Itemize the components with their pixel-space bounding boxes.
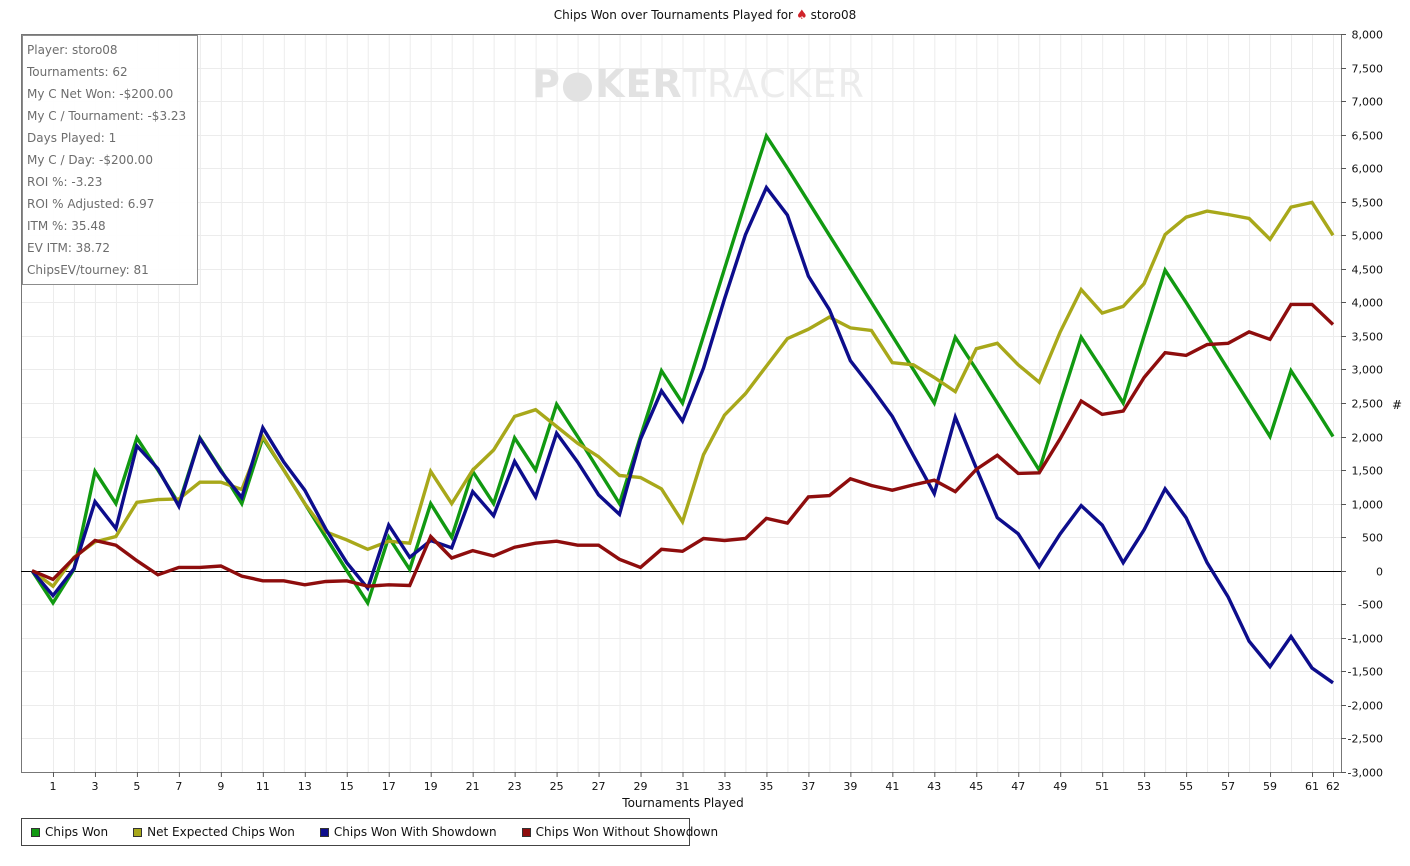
y-tick-label: 2,500: [1352, 398, 1384, 411]
legend-item-with-showdown[interactable]: Chips Won With Showdown: [319, 825, 497, 839]
legend-item-without-showdown[interactable]: Chips Won Without Showdown: [521, 825, 719, 839]
x-tick-label: 39: [843, 780, 857, 793]
y-tick-label: 2,000: [1352, 432, 1384, 445]
x-tick-label: 47: [1011, 780, 1025, 793]
legend-swatch: [31, 827, 40, 837]
y-tick-label: 4,500: [1352, 264, 1384, 277]
stat-days-played: Days Played: 1: [27, 131, 117, 145]
y-tick-label: -2,500: [1348, 733, 1383, 746]
legend-swatch: [319, 827, 329, 837]
x-tick-label: 21: [466, 780, 480, 793]
y-tick-label: 6,500: [1352, 130, 1384, 143]
x-tick-label: 13: [298, 780, 312, 793]
chart-title: Chips Won over Tournaments Played for ♠ st…: [0, 8, 1410, 23]
y-tick-label: -1,000: [1348, 633, 1383, 646]
stat-tournaments: Tournaments: 62: [27, 65, 128, 79]
x-tick-label: 59: [1263, 780, 1277, 793]
x-axis-label: Tournaments Played: [622, 796, 744, 810]
x-tick-label: 41: [885, 780, 899, 793]
y-tick-label: -2,000: [1348, 700, 1383, 713]
y-tick-label: 1,500: [1352, 465, 1384, 478]
x-tick-label: 37: [801, 780, 815, 793]
series-line: [30, 132, 1335, 607]
player-stats-box: Player: storo08 Tournaments: 62 My C Net…: [22, 35, 198, 285]
series-lines: [30, 132, 1335, 685]
y-tick-label: 7,000: [1352, 96, 1384, 109]
y-tick-label: 3,500: [1352, 331, 1384, 344]
stat-ev-itm: EV ITM: 38.72: [27, 241, 111, 255]
pokertracker-watermark-logo: P●KERTRACKER: [532, 62, 865, 106]
legend-label: Chips Won Without Showdown: [535, 825, 719, 839]
x-tick-label: 19: [424, 780, 438, 793]
x-tick-label: 7: [175, 780, 182, 793]
y-tick-label: -3,000: [1348, 767, 1383, 780]
series-line: [31, 302, 1335, 588]
stat-net-won: My C Net Won: -$200.00: [27, 87, 174, 101]
x-tick-label: 57: [1221, 780, 1235, 793]
legend-item-net-expected[interactable]: Net Expected Chips Won: [133, 825, 295, 839]
x-tick-label: 35: [759, 780, 773, 793]
x-tick-label: 61: [1305, 780, 1319, 793]
y-tick-label: 7,500: [1352, 63, 1384, 76]
x-tick-label: 55: [1179, 780, 1193, 793]
x-tick-label: 31: [676, 780, 690, 793]
stat-player: Player: storo08: [27, 43, 118, 57]
x-axis-ticks: 1 3 5 7 9 11 13 15 17 19 21 23 25 27 29 31 33 35 37 39 41 43 4…: [49, 772, 1340, 793]
y-axis-label: #: [1392, 398, 1403, 412]
x-tick-label: 51: [1095, 780, 1109, 793]
y-tick-label: 1,000: [1352, 499, 1384, 512]
y-tick-label: -1,500: [1348, 666, 1383, 679]
stat-per-day: My C / Day: -$200.00: [27, 153, 153, 167]
x-tick-label: 45: [969, 780, 983, 793]
legend-item-chips-won[interactable]: Chips Won: [31, 825, 108, 839]
x-tick-label: 29: [634, 780, 648, 793]
x-tick-label: 25: [550, 780, 564, 793]
y-axis-ticks: -3,000 -2,500 -2,000 -1,500 -1,000 -500 0 500 1,…: [1341, 29, 1383, 780]
y-tick-label: 500: [1362, 532, 1383, 545]
y-tick-label: 0: [1376, 566, 1383, 579]
stat-itm: ITM %: 35.48: [27, 219, 106, 233]
x-tick-label: 9: [217, 780, 224, 793]
spade-icon: ♠: [795, 8, 808, 23]
x-tick-label: 43: [927, 780, 941, 793]
y-tick-label: -500: [1358, 599, 1383, 612]
x-tick-label: 5: [133, 780, 140, 793]
stat-per-tournament: My C / Tournament: -$3.23: [27, 109, 187, 123]
legend-label: Chips Won With Showdown: [333, 825, 497, 839]
y-tick-label: 4,000: [1352, 297, 1384, 310]
stat-roi: ROI %: -3.23: [27, 175, 103, 189]
y-tick-label: 5,500: [1352, 197, 1384, 210]
x-tick-label: 53: [1137, 780, 1151, 793]
chart-title-text: Chips Won over Tournaments Played for: [553, 8, 793, 22]
series-line: [30, 184, 1334, 685]
legend-label: Chips Won: [45, 825, 109, 839]
x-tick-label: 62: [1326, 780, 1340, 793]
y-tick-label: 5,000: [1352, 230, 1384, 243]
chart-title-player: storo08: [810, 8, 857, 22]
chart-legend: Chips Won Net Expected Chips Won Chips W…: [21, 818, 718, 846]
x-tick-label: 3: [91, 780, 98, 793]
y-tick-label: 6,000: [1352, 163, 1384, 176]
stat-chipsev-tourney: ChipsEV/tourney: 81: [27, 263, 149, 277]
y-tick-label: 3,000: [1352, 364, 1384, 377]
x-tick-label: 15: [340, 780, 354, 793]
x-tick-label: 17: [382, 780, 396, 793]
x-tick-label: 49: [1053, 780, 1067, 793]
legend-label: Net Expected Chips Won: [147, 825, 295, 839]
legend-swatch: [133, 827, 143, 837]
stat-roi-adjusted: ROI % Adjusted: 6.97: [27, 197, 155, 211]
x-tick-label: 11: [256, 780, 270, 793]
legend-swatch: [521, 827, 531, 837]
x-tick-label: 27: [592, 780, 606, 793]
x-tick-label: 33: [717, 780, 731, 793]
x-tick-label: 23: [508, 780, 522, 793]
y-tick-label: 8,000: [1352, 29, 1384, 42]
x-tick-label: 1: [49, 780, 56, 793]
